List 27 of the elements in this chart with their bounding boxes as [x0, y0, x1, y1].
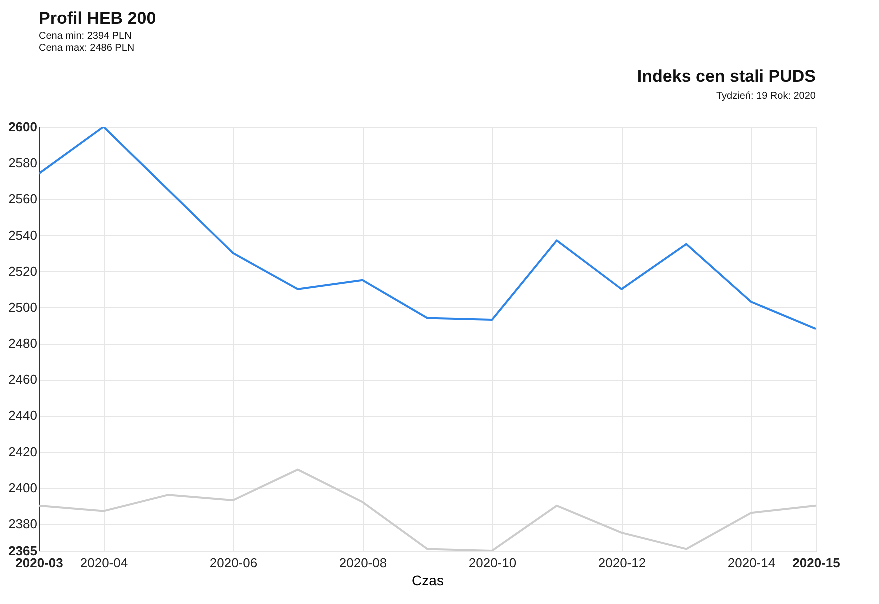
y-tick-label: 2440: [8, 408, 38, 424]
y-tick-label: 2380: [8, 516, 38, 532]
y-tick-label: 2400: [8, 480, 38, 496]
y-tick-label: 2600: [8, 120, 38, 134]
x-tick-label: 2020-10: [468, 556, 517, 570]
text: Cena max: 2486 PLN: [39, 43, 135, 54]
y-tick-label: 2500: [8, 300, 38, 315]
text: Indeks cen stali PUDS: [637, 67, 816, 86]
y-tick-label: 2540: [8, 228, 38, 243]
y-tick-label: 2365: [8, 544, 38, 558]
x-tick-label: 2020-04: [80, 556, 128, 570]
x-tick-label: 2020-06: [210, 556, 258, 570]
x-axis-title: Czas: [412, 572, 444, 588]
chart-title: Profil HEB 200: [39, 9, 156, 28]
x-tick-label: 2020-14: [728, 556, 776, 570]
y-tick-label: 2580: [8, 156, 38, 171]
x-tick-label: 2020-03: [16, 556, 64, 570]
x-tick-label: 2020-15: [792, 556, 840, 570]
x-tick-label: 2020-08: [339, 556, 388, 570]
y-tick-label: 2520: [8, 264, 38, 279]
text: Tydzień: 19 Rok: 2020: [716, 91, 816, 102]
y-tick-label: 2480: [8, 336, 38, 352]
text: Cena min: 2394 PLN: [39, 31, 132, 42]
x-tick-label: 2020-12: [598, 556, 646, 570]
y-tick-label: 2460: [8, 372, 38, 388]
y-tick-label: 2420: [8, 444, 38, 460]
y-tick-label: 2560: [8, 192, 38, 207]
